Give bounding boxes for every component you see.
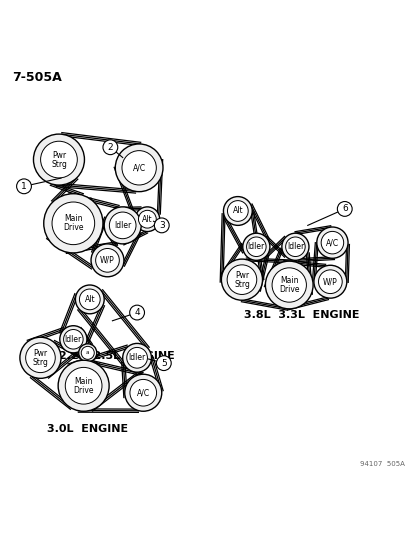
Circle shape <box>52 202 95 245</box>
Text: W/P: W/P <box>322 277 337 286</box>
Circle shape <box>124 374 161 411</box>
Circle shape <box>78 344 97 362</box>
Text: 94107  505A: 94107 505A <box>358 461 404 467</box>
Text: Main
Drive: Main Drive <box>73 377 94 395</box>
Text: Idler: Idler <box>286 243 303 251</box>
Text: A/C: A/C <box>136 388 150 397</box>
Text: Idler: Idler <box>114 221 131 230</box>
Text: Alt: Alt <box>84 295 95 304</box>
Text: Pwr
Strg: Pwr Strg <box>51 151 67 168</box>
Text: Alt: Alt <box>142 215 152 224</box>
Circle shape <box>103 140 117 155</box>
Circle shape <box>242 233 269 260</box>
Text: 6: 6 <box>341 205 347 213</box>
Text: Idler: Idler <box>64 335 82 344</box>
Circle shape <box>221 259 262 300</box>
Circle shape <box>75 285 104 314</box>
Text: Main
Drive: Main Drive <box>278 276 299 294</box>
Text: W/P: W/P <box>100 256 114 265</box>
Circle shape <box>65 367 102 404</box>
Circle shape <box>58 360 109 411</box>
Circle shape <box>95 248 119 272</box>
Text: Alt: Alt <box>232 206 242 215</box>
Circle shape <box>271 268 306 302</box>
Circle shape <box>33 134 84 185</box>
Circle shape <box>320 231 343 254</box>
Text: Idler: Idler <box>128 353 145 362</box>
Circle shape <box>64 329 83 349</box>
Circle shape <box>246 237 266 256</box>
Circle shape <box>138 211 156 228</box>
Circle shape <box>265 261 312 309</box>
Circle shape <box>26 343 55 373</box>
Circle shape <box>115 144 163 192</box>
Circle shape <box>104 207 141 244</box>
Text: 2: 2 <box>107 143 113 152</box>
Circle shape <box>281 233 308 260</box>
Text: 1: 1 <box>21 182 27 191</box>
Circle shape <box>20 337 61 378</box>
Text: Idler: Idler <box>247 243 264 251</box>
Text: Pwr
Strg: Pwr Strg <box>233 271 249 289</box>
Circle shape <box>337 201 351 216</box>
Text: 5: 5 <box>161 359 166 368</box>
Circle shape <box>318 270 342 294</box>
Circle shape <box>156 356 171 370</box>
Text: A/C: A/C <box>325 238 338 247</box>
Text: 7-505A: 7-505A <box>12 71 61 84</box>
Circle shape <box>59 326 87 353</box>
Text: A/C: A/C <box>132 163 145 172</box>
Circle shape <box>129 305 144 320</box>
Circle shape <box>91 244 123 277</box>
Circle shape <box>44 193 103 253</box>
Text: 2.2L  2.5L  ENGINE: 2.2L 2.5L ENGINE <box>59 351 174 361</box>
Circle shape <box>122 151 156 185</box>
Circle shape <box>135 207 159 231</box>
Text: 3.0L  ENGINE: 3.0L ENGINE <box>47 424 128 433</box>
Text: 3: 3 <box>159 221 164 230</box>
Text: 3.8L  3.3L  ENGINE: 3.8L 3.3L ENGINE <box>243 310 358 320</box>
Circle shape <box>40 141 77 178</box>
Circle shape <box>223 197 252 225</box>
Circle shape <box>227 200 248 221</box>
Text: a: a <box>86 350 89 356</box>
Circle shape <box>17 179 31 193</box>
Circle shape <box>130 379 156 406</box>
Circle shape <box>109 212 136 239</box>
Text: Pwr
Strg: Pwr Strg <box>33 349 48 367</box>
Circle shape <box>154 218 169 233</box>
Circle shape <box>79 289 100 310</box>
Circle shape <box>122 343 151 372</box>
Circle shape <box>227 265 256 294</box>
Circle shape <box>313 265 346 298</box>
Text: 4: 4 <box>134 308 140 317</box>
Text: Main
Drive: Main Drive <box>63 214 83 232</box>
Circle shape <box>285 237 304 256</box>
Circle shape <box>81 346 94 359</box>
Circle shape <box>126 348 147 368</box>
Circle shape <box>316 227 347 259</box>
